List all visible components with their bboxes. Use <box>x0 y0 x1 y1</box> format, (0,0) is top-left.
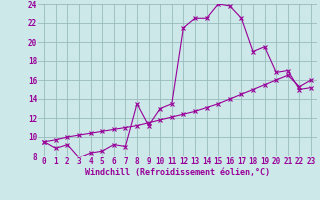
X-axis label: Windchill (Refroidissement éolien,°C): Windchill (Refroidissement éolien,°C) <box>85 168 270 177</box>
